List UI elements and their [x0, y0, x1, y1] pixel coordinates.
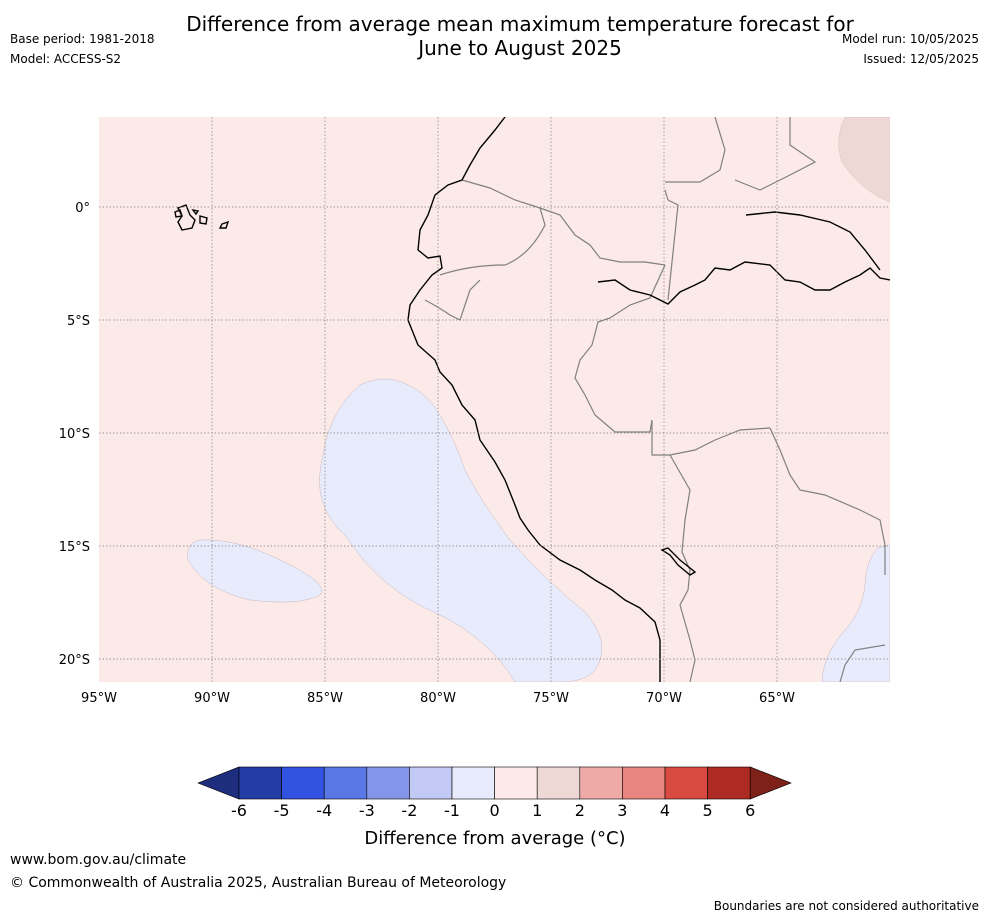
border-guyana: [734, 117, 817, 191]
border-colombia-ecuador: [461, 179, 666, 266]
latitude-label: 15°S: [59, 540, 90, 555]
colorbar-title: Difference from average (°C): [364, 828, 626, 849]
latitude-labels: 0° 5°S 10°S 15°S 20°S: [59, 201, 90, 668]
warm-anomaly-region: [838, 117, 890, 203]
copyright-notice: © Commonwealth of Australia 2025, Austra…: [10, 875, 507, 891]
graticule: [99, 117, 890, 682]
colorbar-swatch: [238, 766, 282, 800]
latitude-label: 10°S: [59, 427, 90, 442]
colorbar-tick-label: -5: [274, 801, 290, 820]
island-fernandina: [174, 209, 183, 218]
border-bolivia: [769, 427, 886, 575]
pacific-coastline: [407, 117, 661, 682]
map-area: [99, 117, 890, 682]
model-info-left: Base period: 1981-2018 Model: ACCESS-S2: [10, 32, 155, 72]
latitude-label: 5°S: [67, 314, 90, 329]
boundary-disclaimer: Boundaries are not considered authoritat…: [713, 899, 979, 913]
lake-titicaca: [660, 547, 697, 576]
longitude-label: 85°W: [307, 691, 343, 706]
longitude-label: 95°W: [81, 691, 117, 706]
longitude-label: 75°W: [533, 691, 569, 706]
border-chile-bolivia: [839, 644, 886, 682]
cool-anomaly-region-offshore: [319, 378, 603, 682]
border-peru-brazil: [651, 420, 771, 456]
latitude-label: 0°: [75, 201, 90, 216]
colorbar-swatch: [451, 766, 495, 800]
colorbar-tick-label: 2: [575, 801, 585, 820]
colorbar: -6 -5 -4 -3 -2 -1 0 1 2 3 4 5 6: [197, 766, 792, 820]
amazon-river: [597, 261, 890, 305]
border-venezuela: [665, 117, 726, 183]
amazon-upper: [745, 211, 881, 271]
title-line-2: June to August 2025: [418, 36, 622, 60]
galapagos-islands: [174, 204, 230, 231]
border-ecuador-peru: [439, 207, 546, 276]
colorbar-tick-label: -2: [401, 801, 417, 820]
colorbar-swatch: [707, 766, 751, 800]
colorbar-tick-label: 3: [617, 801, 627, 820]
island-isabela: [177, 204, 196, 231]
colorbar-swatch: [323, 766, 368, 800]
border-brazil-north: [664, 189, 679, 301]
colorbar-swatch: [366, 766, 410, 800]
longitude-label: 80°W: [420, 691, 456, 706]
colorbar-swatch: [281, 766, 325, 800]
cool-anomaly-region-east: [821, 544, 890, 682]
longitude-label: 70°W: [646, 691, 682, 706]
colorbar-over-arrow: [749, 766, 792, 800]
base-period: Base period: 1981-2018: [10, 32, 155, 46]
border-ecuador-south: [424, 279, 481, 321]
island-san-cristobal: [218, 220, 230, 229]
colorbar-tick-label: 5: [703, 801, 713, 820]
website-link[interactable]: www.bom.gov.au/climate: [10, 852, 187, 868]
colorbar-under-arrow: [197, 766, 240, 800]
colorbar-tick-label: -6: [231, 801, 247, 820]
colorbar-swatch: [409, 766, 453, 800]
colorbar-tick-label: -1: [444, 801, 460, 820]
colorbar-swatch: [664, 766, 708, 800]
title-line-1: Difference from average mean maximum tem…: [186, 12, 854, 36]
colorbar-swatch: [536, 766, 581, 800]
colorbar-tick-label: 0: [490, 801, 500, 820]
model-info-right: Model run: 10/05/2025 Issued: 12/05/2025: [842, 32, 979, 72]
colorbar-swatch: [622, 766, 666, 800]
longitude-label: 65°W: [759, 691, 795, 706]
model-name: Model: ACCESS-S2: [10, 52, 122, 66]
map-title: Difference from average mean maximum tem…: [160, 12, 880, 60]
cool-anomaly-region-west: [187, 539, 323, 603]
colorbar-tick-label: -3: [359, 801, 375, 820]
colorbar-swatch: [579, 766, 623, 800]
model-run: Model run: 10/05/2025: [841, 32, 979, 46]
issued-date: Issued: 12/05/2025: [863, 52, 979, 66]
border-peru-bolivia: [669, 454, 696, 682]
border-colombia-brazil: [574, 264, 666, 433]
colorbar-swatch: [494, 766, 538, 800]
island-santa-cruz: [199, 215, 208, 225]
longitude-label: 90°W: [194, 691, 230, 706]
island-santiago: [191, 208, 200, 216]
coastline: [407, 117, 890, 682]
country-borders: [424, 117, 886, 682]
colorbar-tick-label: 6: [745, 801, 755, 820]
longitude-labels: 95°W 90°W 85°W 80°W 75°W 70°W 65°W: [81, 691, 795, 706]
colorbar-tick-label: 4: [660, 801, 670, 820]
latitude-label: 20°S: [59, 653, 90, 668]
colorbar-tick-label: 1: [532, 801, 542, 820]
colorbar-tick-label: -4: [316, 801, 332, 820]
